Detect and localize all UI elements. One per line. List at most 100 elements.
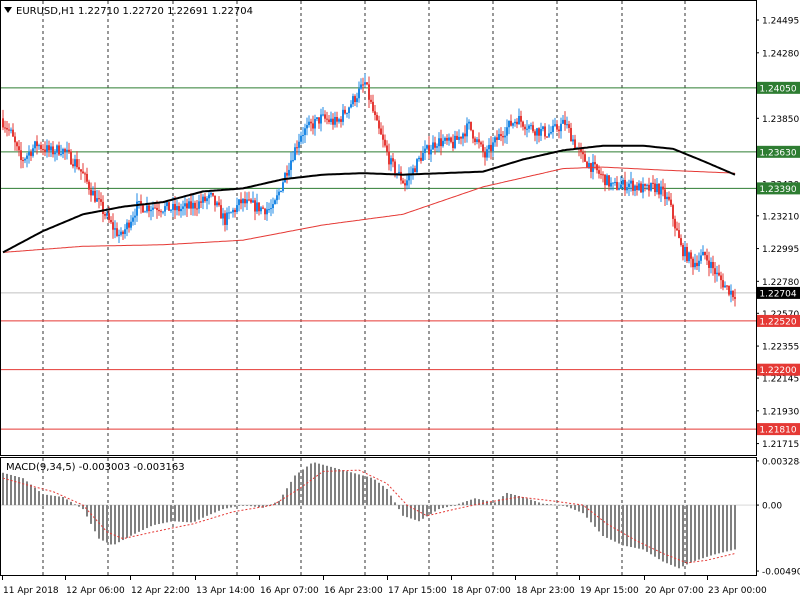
candle-body: [514, 121, 516, 124]
macd-bar: [218, 505, 220, 511]
candle-body: [398, 171, 400, 174]
triangle-down-icon[interactable]: [4, 7, 12, 13]
candle-body: [332, 118, 334, 125]
candle-body: [516, 121, 518, 125]
candle-body: [488, 144, 490, 150]
macd-bar: [314, 462, 316, 506]
macd-bar: [98, 505, 100, 539]
candle-body: [330, 118, 332, 123]
candle-body: [542, 126, 544, 130]
macd-bar: [610, 505, 612, 540]
macd-bar: [22, 478, 24, 506]
candle-body: [734, 297, 736, 299]
candle-body: [448, 137, 450, 141]
time-axis: 11 Apr 2018 12 Apr 06:00 12 Apr 22:00 13 Ap…: [2, 576, 767, 596]
macd-bar: [386, 488, 388, 506]
macd-bar: [590, 505, 592, 523]
candle-body: [692, 258, 694, 268]
candle-body: [380, 128, 382, 135]
candle-body: [90, 189, 92, 196]
candle-body: [98, 198, 100, 200]
macd-bar: [322, 464, 324, 506]
candle-body: [2, 118, 4, 128]
candle-body: [384, 139, 386, 146]
macd-bar: [186, 505, 188, 523]
candle-body: [34, 141, 36, 149]
macd-bar: [594, 505, 596, 527]
candle-body: [124, 229, 126, 234]
candle-body: [80, 169, 82, 172]
candle-body: [326, 118, 328, 120]
candle-body: [142, 205, 144, 213]
candle-body: [328, 119, 330, 123]
macd-bar: [446, 505, 448, 508]
macd-bar: [86, 505, 88, 517]
candle-body: [670, 199, 672, 206]
candle-body: [730, 290, 732, 295]
candle-body: [672, 205, 674, 219]
macd-bar: [78, 505, 80, 507]
candle-body: [466, 123, 468, 137]
macd-bar: [622, 505, 624, 546]
macd-bar: [38, 491, 40, 506]
candle-body: [634, 185, 636, 191]
candle-body: [182, 206, 184, 209]
candle-body: [426, 145, 428, 149]
candle-body: [630, 180, 632, 184]
candle-body: [86, 173, 88, 182]
candle-body: [114, 228, 116, 230]
candle-body: [92, 190, 94, 196]
macd-bar: [62, 497, 64, 506]
candle-body: [188, 201, 190, 209]
candle-body: [64, 149, 66, 152]
time-tick-label: 11 Apr 2018: [3, 586, 59, 596]
level-tag-label: 1.23630: [759, 148, 796, 158]
candle-body: [176, 206, 178, 211]
candle-body: [654, 183, 656, 193]
candle-body: [234, 209, 236, 212]
macd-bar: [74, 504, 76, 506]
candle-body: [706, 255, 708, 261]
candle-body: [684, 246, 686, 257]
candle-body: [252, 200, 254, 203]
candle-body: [228, 212, 230, 214]
macd-bar: [358, 474, 360, 506]
price-tick-label: 1.22780: [762, 278, 799, 288]
level-tag: [757, 81, 800, 94]
candle-body: [200, 201, 202, 203]
candle-body: [414, 168, 416, 173]
price-tick-label: 1.22355: [762, 343, 799, 353]
macd-bar: [702, 505, 704, 559]
vertical-grid: [42, 1, 686, 575]
candle-body: [280, 190, 282, 192]
candle-body: [156, 207, 158, 210]
candle-body: [118, 234, 120, 236]
candle-body: [96, 198, 98, 202]
candle-body: [690, 252, 692, 259]
candle-body: [74, 159, 76, 167]
candle-body: [206, 198, 208, 202]
level-tag: [757, 145, 800, 158]
current-price-label: 1.22704: [759, 289, 796, 299]
candle-body: [334, 116, 336, 125]
candle-body: [170, 209, 172, 211]
candle-body: [230, 212, 232, 214]
macd-bar: [246, 505, 248, 506]
macd-bar: [234, 505, 236, 507]
horizontal-levels[interactable]: [1, 87, 756, 430]
candle-body: [6, 127, 8, 130]
candle-body: [120, 231, 122, 235]
macd-bar: [582, 505, 584, 514]
macd-bar: [110, 505, 112, 545]
candle-body: [22, 160, 24, 162]
candle-body: [172, 203, 174, 210]
candle-body: [390, 158, 392, 165]
macd-bar: [598, 505, 600, 532]
candle-body: [632, 180, 634, 191]
candle-body: [530, 125, 532, 127]
candle-body: [450, 137, 452, 142]
candle-body: [294, 147, 296, 161]
macd-bar: [630, 505, 632, 548]
